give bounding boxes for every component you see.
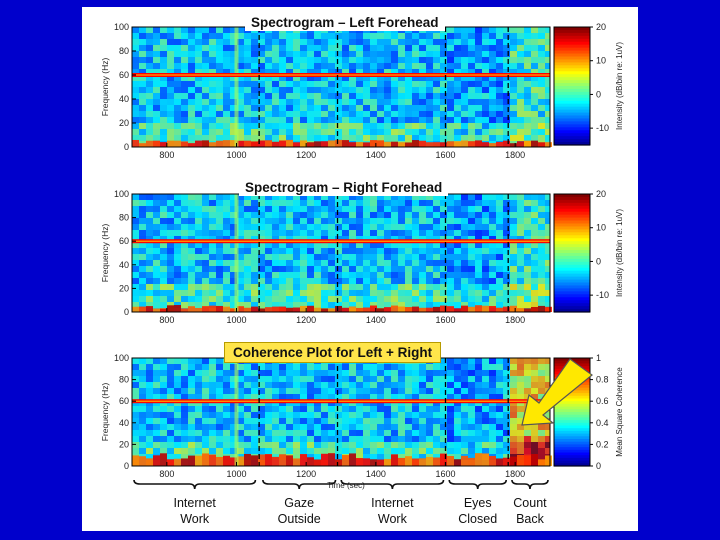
colorbar-tick-label: -10 — [596, 290, 609, 300]
colorbar-tick-label: 10 — [596, 56, 606, 66]
x-tick-label: 800 — [159, 150, 174, 160]
x-tick-label: 1200 — [296, 150, 316, 160]
segment-brace — [448, 479, 507, 490]
y-axis-label: Frequency (Hz) — [100, 383, 110, 442]
x-tick-label: 1800 — [505, 150, 525, 160]
segment-label: Count — [513, 496, 547, 510]
y-tick-label: 0 — [124, 307, 129, 317]
segment-2: Internet Work — [340, 479, 445, 526]
x-tick-label: 800 — [159, 315, 174, 325]
colorbar-tick-label: 0.2 — [596, 439, 609, 449]
y-tick-label: 100 — [114, 353, 129, 363]
x-tick-label: 1200 — [296, 315, 316, 325]
y-axis-label: Frequency (Hz) — [100, 224, 110, 283]
figure: 800 1000 1200 1400 1600 1800020406080100Frequ… — [100, 22, 624, 526]
colorbar-label: Intensity (dB/bin re: 1uV) — [615, 42, 624, 130]
y-tick-label: 40 — [119, 260, 129, 270]
segment-brace — [262, 479, 337, 490]
segment-3: Eyes Closed — [448, 479, 507, 526]
x-tick-label: 1800 — [505, 469, 525, 479]
y-tick-label: 80 — [119, 375, 129, 385]
segment-1: Gaze Outside — [262, 479, 337, 526]
x-tick-label: 1800 — [505, 315, 525, 325]
segment-4: Count Back — [511, 479, 549, 526]
colorbar-label: Intensity (dB/bin re: 1uV) — [615, 209, 624, 297]
y-tick-label: 40 — [119, 94, 129, 104]
yellow-arrow-icon — [521, 358, 593, 426]
segment-label: Internet — [371, 496, 414, 510]
colorbar-tick-label: 1 — [596, 353, 601, 363]
colorbar-tick-label: 0 — [596, 89, 601, 99]
segment-label: Gaze — [284, 496, 314, 510]
y-tick-label: 100 — [114, 189, 129, 199]
colorbar-tick-label: 0 — [596, 256, 601, 266]
y-tick-label: 100 — [114, 22, 129, 32]
colorbar-0: -10 0 10 20 Intensity (dB/bin re: 1uV) — [553, 22, 624, 146]
y-tick-label: 20 — [119, 118, 129, 128]
x-tick-label: 800 — [159, 469, 174, 479]
x-tick-label: 1200 — [296, 469, 316, 479]
y-tick-label: 60 — [119, 396, 129, 406]
y-tick-label: 60 — [119, 236, 129, 246]
segment-label: Back — [516, 512, 545, 526]
y-tick-label: 60 — [119, 70, 129, 80]
segment-brace — [340, 479, 445, 490]
x-tick-label: 1600 — [435, 150, 455, 160]
x-tick-label: 1000 — [226, 150, 246, 160]
y-tick-label: 20 — [119, 283, 129, 293]
segment-label: Eyes — [464, 496, 492, 510]
segment-brace — [511, 479, 549, 490]
artifact-stripe — [234, 27, 239, 147]
colorbar-tick-label: 10 — [596, 223, 606, 233]
segment-label: Work — [180, 512, 210, 526]
artifact-stripe — [234, 194, 239, 312]
coherence-title-box: Coherence Plot for Left + Right — [224, 342, 442, 363]
y-tick-label: 20 — [119, 439, 129, 449]
x-axis-label: Time (sec) — [327, 481, 365, 490]
y-tick-label: 80 — [119, 46, 129, 56]
colorbar-tick-label: 0 — [596, 461, 601, 471]
segment-0: Internet Work — [133, 479, 257, 526]
slide: 800 1000 1200 1400 1600 1800 0 20 40 60 80 100 Frequ… — [82, 7, 638, 531]
chart-title-right: Spectrogram – Right Forehead — [239, 179, 449, 196]
x-tick-label: 1000 — [226, 315, 246, 325]
artifact-stripe — [234, 358, 239, 466]
y-tick-label: 40 — [119, 418, 129, 428]
segment-label: Internet — [174, 496, 217, 510]
colorbar-frame — [553, 193, 591, 313]
colorbar-tick-label: 0.4 — [596, 418, 609, 428]
x-tick-label: 1000 — [226, 469, 246, 479]
colorbar-tick-label: 20 — [596, 189, 606, 199]
y-tick-label: 0 — [124, 142, 129, 152]
x-tick-label: 1400 — [366, 150, 386, 160]
segment-label: Closed — [458, 512, 497, 526]
segment-brace — [133, 479, 257, 490]
spectrogram-panel-0: 800 1000 1200 1400 1600 1800020406080100Frequ… — [100, 22, 624, 160]
x-tick-label: 1400 — [366, 315, 386, 325]
y-axis-label: Frequency (Hz) — [100, 58, 110, 117]
segment-label: Outside — [278, 512, 321, 526]
colorbar-tick-label: -10 — [596, 123, 609, 133]
x-tick-label: 1400 — [366, 469, 386, 479]
chart-title-left: Spectrogram – Left Forehead — [245, 14, 445, 31]
y-tick-label: 0 — [124, 461, 129, 471]
colorbar-1: -10 0 10 20 Intensity (dB/bin re: 1uV) — [553, 189, 624, 313]
colorbar-tick-label: 20 — [596, 22, 606, 32]
colorbar-tick-label: 0.6 — [596, 396, 609, 406]
x-tick-label: 1600 — [435, 469, 455, 479]
x-tick-label: 1600 — [435, 315, 455, 325]
colorbar-frame — [553, 26, 591, 146]
colorbar-frame — [553, 357, 591, 467]
segment-label: Work — [378, 512, 408, 526]
spectrogram-panel-1: 800 1000 1200 1400 1600 1800020406080100Frequ… — [100, 189, 624, 325]
y-tick-label: 80 — [119, 213, 129, 223]
colorbar-tick-label: 0.8 — [596, 375, 609, 385]
colorbar-label: Mean Square Coherence — [615, 367, 624, 457]
